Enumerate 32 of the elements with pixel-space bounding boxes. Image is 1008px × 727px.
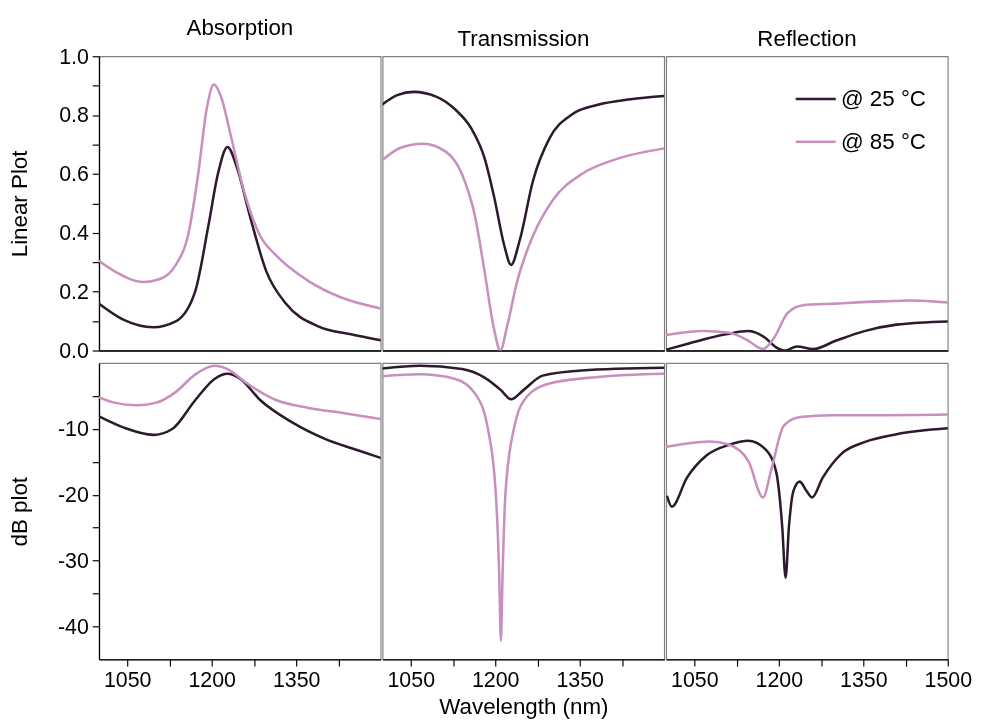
x-tick-label: 1200 xyxy=(755,668,804,693)
line-series xyxy=(99,372,381,460)
line-series xyxy=(99,83,381,310)
y-tick-label: -30 xyxy=(57,548,89,573)
x-tick-label: 1050 xyxy=(387,668,436,693)
x-tick-label: 1200 xyxy=(471,668,520,693)
y-tick-label: 0.6 xyxy=(59,162,89,187)
y-tick-label: 0.0 xyxy=(59,338,89,363)
y-axis-title: Linear Plot xyxy=(6,149,32,258)
chart-title: Absorption xyxy=(186,14,294,40)
x-tick-label: 1200 xyxy=(188,668,237,693)
y-tick-label: -10 xyxy=(57,417,89,442)
line-series xyxy=(99,364,381,421)
y-axis-title: dB plot xyxy=(6,476,32,547)
legend-label: @ 85 °C xyxy=(840,128,926,154)
legend-label: @ 25 °C xyxy=(840,85,926,111)
x-tick-label: 1350 xyxy=(272,668,321,693)
x-axis-title: Wavelength (nm) xyxy=(439,694,609,720)
y-tick-label: 0.2 xyxy=(59,279,89,304)
line-series xyxy=(99,145,381,342)
x-tick-label: 1050 xyxy=(671,668,719,693)
y-tick-label: -20 xyxy=(57,483,89,508)
y-tick-label: 1.0 xyxy=(59,44,89,69)
chart-title: Transmission xyxy=(457,25,590,51)
y-tick-label: 0.8 xyxy=(59,103,89,128)
x-tick-label: 1050 xyxy=(103,668,152,693)
x-tick-label: 1500 xyxy=(924,668,973,693)
y-tick-label: 0.4 xyxy=(59,221,89,246)
y-tick-label: -40 xyxy=(57,614,89,639)
x-tick-label: 1350 xyxy=(840,668,888,693)
x-tick-label: 1350 xyxy=(556,668,605,693)
chart-title: Reflection xyxy=(757,25,857,51)
